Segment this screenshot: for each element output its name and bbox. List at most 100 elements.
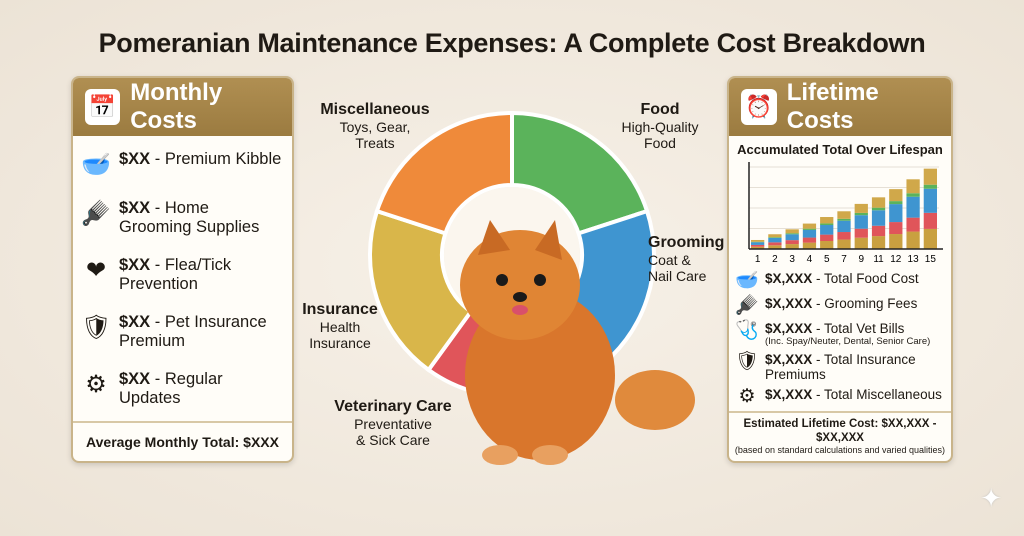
sparkle-icon: ✦ xyxy=(980,483,1002,513)
lifetime-total-note: (based on standard calculations and vari… xyxy=(734,445,946,455)
lifetime-heading: Lifetime Costs xyxy=(786,79,879,134)
pomeranian-dog-image xyxy=(460,220,695,465)
bar-segment-3 xyxy=(785,244,799,249)
lifetime-amount: $X,XXX xyxy=(765,320,813,336)
stethoscope-icon: 🩺 xyxy=(735,319,759,341)
x-tick-label: 15 xyxy=(925,254,937,265)
heart-plus-icon: ❤ xyxy=(85,256,107,284)
label-food: Food High-Quality Food xyxy=(621,101,699,151)
bar-segment-5 xyxy=(820,225,834,235)
bar-segment-15 xyxy=(923,228,937,249)
food-bowl-icon: 🥣 xyxy=(81,150,111,178)
bar-segment-13 xyxy=(906,217,920,232)
bar-segment-12 xyxy=(889,204,903,223)
x-tick-label: 13 xyxy=(908,254,920,265)
bar-segment-7 xyxy=(837,218,851,221)
monthly-costs-panel: 📅 Monthly Costs 🥣 $XX - Premium Kibble 🪮 $X… xyxy=(71,76,294,463)
monthly-list: 🥣 $XX - Premium Kibble 🪮 $XX - Home Groomin… xyxy=(73,136,292,421)
monthly-header: 📅 Monthly Costs xyxy=(73,78,292,136)
bar-segment-7 xyxy=(837,239,851,249)
lifetime-amount: $X,XXX xyxy=(765,351,813,367)
monthly-total: Average Monthly Total: $XXX xyxy=(73,421,292,461)
bar-segment-1 xyxy=(751,242,765,245)
monthly-amount: $XX xyxy=(119,198,151,217)
x-tick-label: 7 xyxy=(841,254,847,265)
brush-icon: 🪮 xyxy=(735,295,759,317)
bar-segment-12 xyxy=(889,201,903,205)
bar-segment-9 xyxy=(854,237,868,249)
bar-segment-3 xyxy=(785,233,799,235)
bar-segment-5 xyxy=(820,234,834,242)
bar-segment-13 xyxy=(906,231,920,249)
food-bowl-icon: 🥣 xyxy=(735,270,759,292)
monthly-heading: Monthly Costs xyxy=(130,79,223,134)
wheel-segment-miscellaneous xyxy=(374,110,514,236)
bar-segment-11 xyxy=(871,236,886,249)
monthly-item: 🛡 $XX - Pet Insurance Premium xyxy=(73,313,292,351)
bar-segment-9 xyxy=(854,228,868,238)
x-tick-label: 4 xyxy=(807,254,813,265)
bar-segment-15 xyxy=(923,184,937,189)
lifetime-item: 🥣 $X,XXX - Total Food Cost xyxy=(729,271,951,291)
shield-icon: 🛡 xyxy=(81,313,112,341)
label-vet: Veterinary Care Preventative & Sick Care xyxy=(334,398,452,448)
monthly-amount: $XX xyxy=(119,149,151,168)
bar-segment-4 xyxy=(802,242,817,249)
lifetime-total-text: Estimated Lifetime Cost: $XX,XXX - $XX,X… xyxy=(743,418,937,444)
monthly-amount: $XX xyxy=(119,312,151,331)
lifetime-list: 🥣 $X,XXX - Total Food Cost 🪮 $X,XXX - Groom… xyxy=(729,267,951,411)
bar-segment-5 xyxy=(820,241,834,249)
bar-segment-11 xyxy=(871,210,886,226)
bar-segment-2 xyxy=(768,237,782,243)
monthly-label: - Flea/Tick Prevention xyxy=(119,255,232,293)
bar-segment-4 xyxy=(802,223,817,229)
toys-gear-icon: ⚙ xyxy=(738,385,756,407)
bar-segment-7 xyxy=(837,220,851,233)
lifetime-total: Estimated Lifetime Cost: $XX,XXX - $XX,X… xyxy=(729,411,951,461)
x-tick-label: 1 xyxy=(755,254,761,265)
bar-segment-4 xyxy=(802,237,817,243)
monthly-label: - Pet Insurance Premium xyxy=(119,312,267,350)
bar-segment-7 xyxy=(837,232,851,240)
bar-segment-4 xyxy=(802,229,817,238)
chart-title: Accumulated Total Over Lifespan xyxy=(737,142,943,157)
label-misc: Miscellaneous Toys, Gear, Treats xyxy=(320,101,430,151)
x-tick-label: 11 xyxy=(873,254,884,265)
lifetime-item: 🛡 $X,XXX - Total Insurance Premiums xyxy=(729,350,951,382)
clock-money-icon: ⏰ xyxy=(741,89,777,125)
bar-segment-11 xyxy=(871,225,886,237)
bar-segment-2 xyxy=(768,237,782,238)
lifetime-label: - Grooming Fees xyxy=(812,296,918,312)
bar-segment-11 xyxy=(871,207,886,211)
bar-segment-5 xyxy=(820,217,834,224)
x-tick-label: 9 xyxy=(858,254,864,265)
bar-segment-2 xyxy=(768,242,782,246)
bar-segment-15 xyxy=(923,212,937,229)
bar-segment-2 xyxy=(768,245,782,249)
lifetime-costs-panel: ⏰ Lifetime Costs Accumulated Total Over … xyxy=(727,76,953,463)
monthly-label: - Premium Kibble xyxy=(150,149,282,168)
label-grooming: Grooming Coat & Nail Care xyxy=(648,234,725,284)
lifetime-item: 🩺 $X,XXX - Total Vet Bills (Inc. Spay/Neut… xyxy=(729,319,951,347)
wheel-segment-insurance xyxy=(368,208,474,373)
bar-segment-12 xyxy=(889,222,903,235)
x-tick-label: 2 xyxy=(772,254,778,265)
bar-segment-4 xyxy=(802,228,817,230)
lifetime-label: - Total Vet Bills xyxy=(812,320,905,336)
shield-icon: 🛡 xyxy=(735,350,760,372)
bar-segment-12 xyxy=(889,234,903,249)
x-tick-label: 5 xyxy=(824,254,830,265)
lifetime-header: ⏰ Lifetime Costs xyxy=(729,78,951,136)
monthly-amount: $XX xyxy=(119,255,151,274)
lifetime-label: - Total Food Cost xyxy=(812,271,919,287)
calendar-icon: 📅 xyxy=(85,89,121,125)
monthly-label: - Regular Updates xyxy=(119,369,223,407)
bar-segment-2 xyxy=(768,234,782,238)
bar-segment-9 xyxy=(854,203,868,213)
lifetime-label: - Total Insurance Premiums xyxy=(765,351,916,382)
monthly-item: ❤ $XX - Flea/Tick Prevention xyxy=(73,256,292,294)
bar-segment-12 xyxy=(889,189,903,202)
monthly-amount: $XX xyxy=(119,369,151,388)
bar-segment-9 xyxy=(854,212,868,216)
monthly-item: 🥣 $XX - Premium Kibble xyxy=(73,150,292,180)
